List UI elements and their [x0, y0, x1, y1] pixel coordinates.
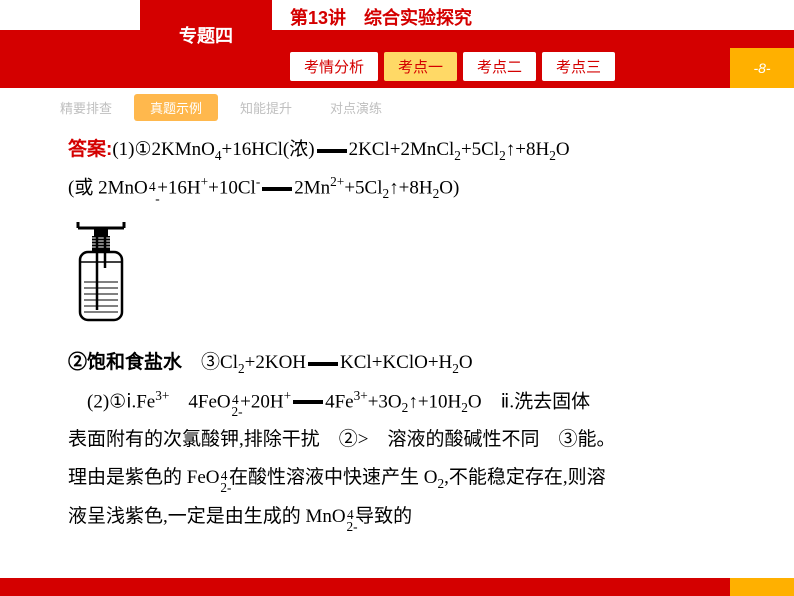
- footer-band: [0, 578, 794, 596]
- lecture-title: 第13讲 综合实验探究: [290, 4, 472, 30]
- topic-box: 专题四: [140, 0, 272, 70]
- subtab-3[interactable]: 对点演练: [314, 94, 398, 121]
- eq1: (1)①2KMnO4+16HCl(浓)2KCl+2MnCl2+5Cl2↑+8H2…: [112, 139, 569, 160]
- answer-content: 答案:(1)①2KMnO4+16HCl(浓)2KCl+2MnCl2+5Cl2↑+…: [0, 121, 794, 536]
- tabs: 考情分析 考点一 考点二 考点三: [290, 52, 615, 81]
- subtab-1[interactable]: 真题示例: [134, 94, 218, 121]
- subtabs: 精要排查 真题示例 知能提升 对点演练: [0, 88, 794, 121]
- footer-accent: [730, 578, 794, 596]
- tab-point3[interactable]: 考点三: [542, 52, 615, 81]
- apparatus-diagram: [62, 210, 140, 330]
- tab-point2[interactable]: 考点二: [463, 52, 536, 81]
- eq2: (或 2MnO4- +16H++10Cl-2Mn2++5Cl2↑+8H2O): [68, 169, 746, 208]
- answer-label: 答案:: [68, 139, 112, 160]
- page-number: -8-: [730, 48, 794, 88]
- tab-analysis[interactable]: 考情分析: [290, 52, 378, 81]
- tab-point1[interactable]: 考点一: [384, 52, 457, 81]
- para2: (2)①ⅰ.Fe3+ 4FeO42- +20H+4Fe3++3O2↑+10H2O…: [68, 383, 746, 536]
- line3: ②饱和食盐水 ③Cl2+2KOHKCl+KClO+H2O: [68, 344, 746, 382]
- subtab-2[interactable]: 知能提升: [224, 94, 308, 121]
- subtab-0[interactable]: 精要排查: [44, 94, 128, 121]
